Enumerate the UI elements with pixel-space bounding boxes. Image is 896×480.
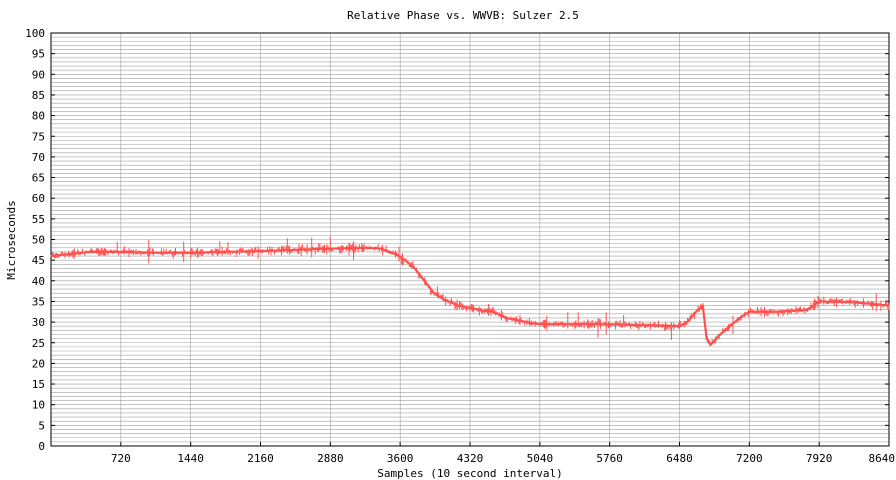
- chart-title: Relative Phase vs. WWVB: Sulzer 2.5: [347, 9, 579, 22]
- y-tick-label: 25: [32, 337, 45, 350]
- grid-layer: [51, 33, 890, 446]
- y-axis-label: Microseconds: [5, 200, 18, 279]
- x-tick-label: 7200: [736, 452, 763, 465]
- x-tick-label: 5760: [596, 452, 623, 465]
- x-tick-label: 5040: [527, 452, 554, 465]
- x-tick-label: 3600: [387, 452, 414, 465]
- series-layer: [50, 236, 890, 347]
- y-tick-label: 0: [38, 440, 45, 453]
- y-tick-label: 95: [32, 48, 45, 61]
- x-tick-label: 2880: [317, 452, 344, 465]
- x-tick-label: 1440: [177, 452, 204, 465]
- y-tick-label: 70: [32, 151, 45, 164]
- y-tick-label: 100: [25, 27, 45, 40]
- x-axis-label: Samples (10 second interval): [377, 467, 562, 480]
- y-tick-label: 80: [32, 110, 45, 123]
- y-tick-label: 65: [32, 172, 45, 185]
- x-tick-label: 4320: [457, 452, 484, 465]
- y-tick-label: 45: [32, 254, 45, 267]
- y-tick-label: 5: [38, 419, 45, 432]
- y-tick-label: 60: [32, 192, 45, 205]
- x-tick-label: 2160: [247, 452, 274, 465]
- y-tick-label: 90: [32, 68, 45, 81]
- y-tick-label: 50: [32, 234, 45, 247]
- tick-layer: 0 5 10 15 20 25 30 35 40 45 50 55 60 65 70 75 80 85 90 95 10…: [25, 27, 895, 465]
- y-tick-label: 35: [32, 295, 45, 308]
- x-tick-label: 6480: [666, 452, 693, 465]
- y-tick-label: 30: [32, 316, 45, 329]
- x-tick-label: 7920: [806, 452, 833, 465]
- y-tick-label: 55: [32, 213, 45, 226]
- y-tick-label: 15: [32, 378, 45, 391]
- y-tick-label: 10: [32, 399, 45, 412]
- x-tick-label: 720: [111, 452, 131, 465]
- y-tick-label: 75: [32, 130, 45, 143]
- series-noise: [50, 236, 890, 347]
- x-tick-label: 8640: [869, 452, 896, 465]
- y-tick-label: 20: [32, 357, 45, 370]
- y-tick-label: 40: [32, 275, 45, 288]
- y-tick-label: 85: [32, 89, 45, 102]
